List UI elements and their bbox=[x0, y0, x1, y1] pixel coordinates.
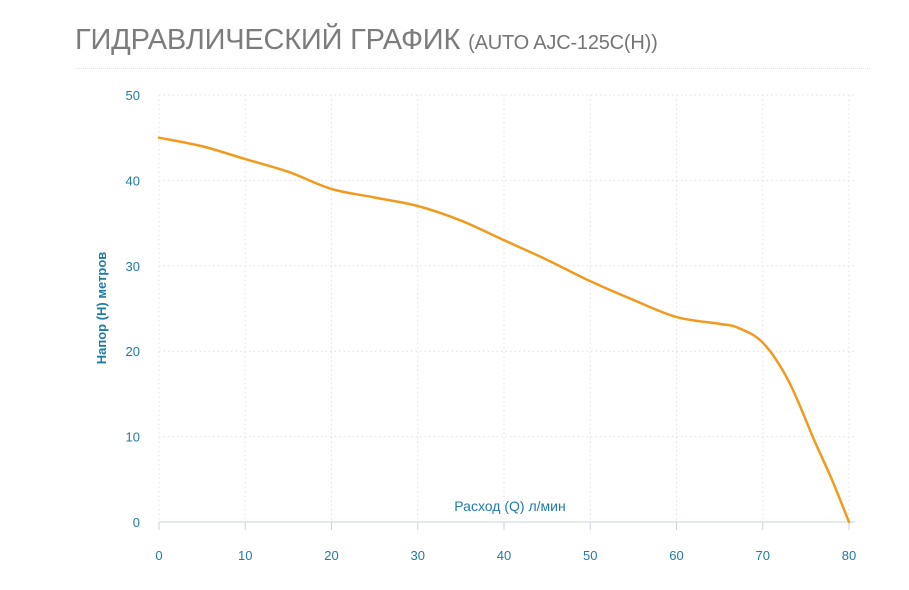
y-tick-label: 30 bbox=[126, 259, 140, 274]
series-layer bbox=[157, 136, 851, 524]
x-tick-label: 40 bbox=[497, 548, 511, 563]
performance-curve bbox=[157, 136, 851, 524]
axes: 0 10 20 30 40 50 60 70 80 0 10 20 30 40 50 bbox=[126, 88, 857, 563]
y-tick-label: 20 bbox=[126, 344, 140, 359]
x-tick-label: 50 bbox=[583, 548, 597, 563]
x-tick-label: 20 bbox=[324, 548, 338, 563]
x-tick-label: 80 bbox=[842, 548, 856, 563]
x-tick-label: 10 bbox=[238, 548, 252, 563]
y-tick-label: 50 bbox=[126, 88, 140, 103]
grid bbox=[158, 94, 855, 522]
y-axis-label: Напор (H) метров bbox=[94, 252, 109, 365]
y-tick-label: 40 bbox=[126, 173, 140, 188]
y-tick-label: 0 bbox=[133, 515, 140, 530]
x-axis-label: Расход (Q) л/мин bbox=[454, 498, 565, 514]
axis-labels: Расход (Q) л/мин Напор (H) метров bbox=[94, 252, 566, 514]
chart-title-model: (AUTO AJC-125C(H)) bbox=[468, 32, 658, 54]
chart-title-main: ГИДРАВЛИЧЕСКИЙ ГРАФИК bbox=[75, 24, 461, 56]
title-divider bbox=[75, 68, 870, 69]
x-tick-label: 0 bbox=[155, 548, 162, 563]
y-tick-label: 10 bbox=[126, 430, 140, 445]
chart-title: ГИДРАВЛИЧЕСКИЙ ГРАФИК (AUTO AJC-125C(H)) bbox=[75, 22, 658, 55]
x-tick-label: 60 bbox=[669, 548, 683, 563]
x-tick-label: 70 bbox=[756, 548, 770, 563]
x-tick-label: 30 bbox=[411, 548, 425, 563]
